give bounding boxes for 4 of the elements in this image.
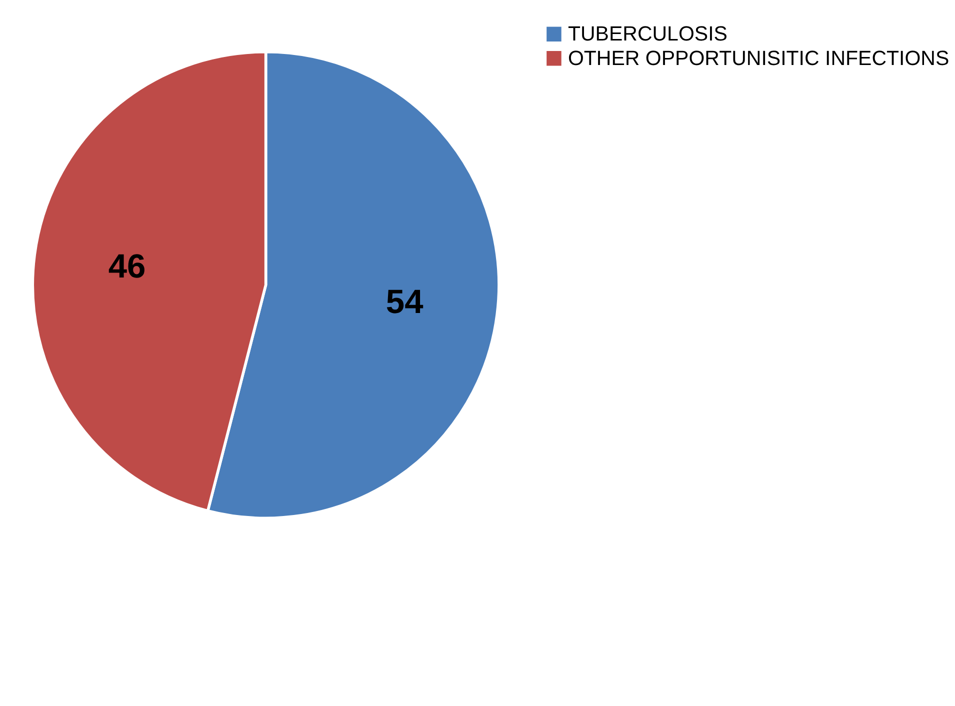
data-label: 54 <box>386 284 424 321</box>
legend-label: TUBERCULOSIS <box>568 22 728 46</box>
legend-label: OTHER OPPORTUNISITIC INFECTIONS <box>568 46 950 70</box>
data-label: 46 <box>108 248 146 286</box>
